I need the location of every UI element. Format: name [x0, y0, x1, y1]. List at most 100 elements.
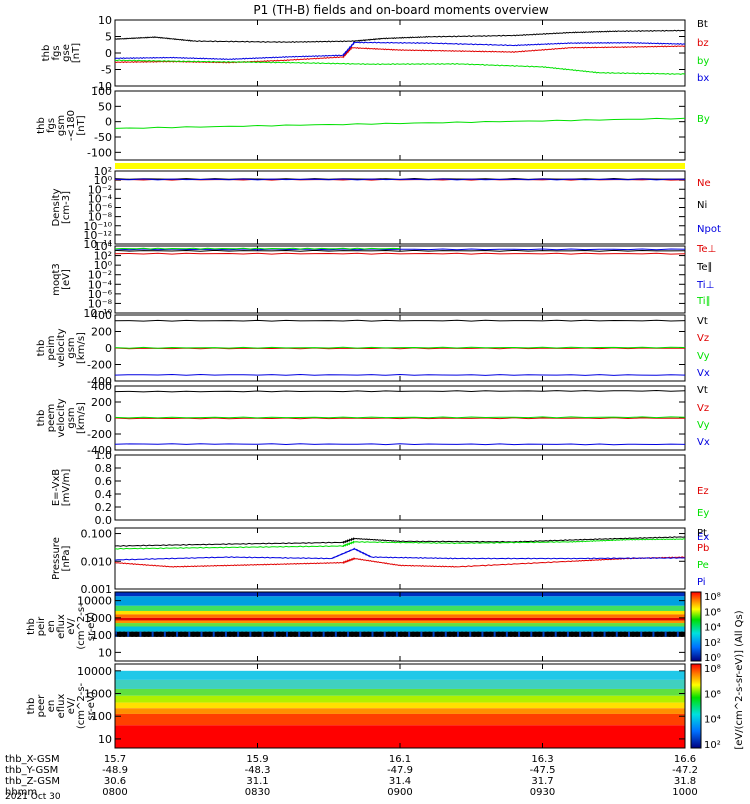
spectrogram-speckle: [587, 631, 590, 637]
y-tick-label: -100: [87, 146, 112, 159]
spectrogram-speckle: [281, 631, 284, 637]
legend-label: Ti∥: [696, 296, 711, 307]
panel-frame: [114, 170, 686, 245]
colorbar-tick-label: 10⁰: [704, 653, 721, 664]
y-tick-label: 10: [98, 646, 112, 659]
y-axis-label: peir: [36, 616, 47, 636]
spectrogram-speckle: [347, 631, 350, 637]
y-tick-label: 400: [91, 309, 112, 322]
spectrogram-speckle: [326, 631, 329, 637]
spectrogram-speckle: [623, 631, 626, 637]
y-axis-label: gsm: [66, 337, 77, 358]
x-tick-label: -48.3: [245, 765, 271, 776]
y-tick-label: 10⁰: [94, 259, 113, 272]
spectrogram-speckle: [420, 631, 423, 637]
spectrogram-speckle: [538, 631, 541, 637]
panel-peer: 10000 1000 100 10 thb peer en eflux eV/(cm^2-s-s…: [26, 663, 686, 749]
spectrogram-speckle: [383, 631, 386, 637]
y-axis-label: thb: [36, 410, 47, 427]
x-tick-label: 1000: [672, 787, 697, 798]
series-line-ve: [114, 443, 686, 446]
series-line-press: [114, 556, 686, 568]
y-tick-label: 10⁻¹⁰: [83, 220, 112, 233]
legend-label: Vz: [697, 403, 709, 414]
spectrogram-speckle: [208, 631, 211, 637]
series-line-fgs: [114, 45, 686, 64]
spectrogram-speckle: [562, 631, 565, 637]
y-tick-label: 0: [105, 47, 112, 60]
legend-label: Pi: [697, 577, 706, 588]
y-axis-label: [mV/m]: [61, 469, 72, 507]
y-tick-label: 0.100: [81, 528, 113, 541]
spectrogram-speckle: [306, 631, 309, 637]
spectrogram-speckle: [184, 631, 187, 637]
spectrogram-speckle: [554, 631, 557, 637]
spectrogram-speckle: [367, 631, 370, 637]
spectrogram-speckle: [461, 631, 464, 637]
spectrogram-speckle: [216, 631, 219, 637]
spectrogram-speckle: [196, 631, 199, 637]
x-tick-label: 31.8: [674, 776, 696, 787]
spectrogram-speckle: [127, 631, 130, 637]
spectrogram-speckle: [440, 631, 443, 637]
y-axis-label: peer: [36, 694, 47, 718]
spectrogram-speckle: [428, 631, 431, 637]
series-line-fgsb: [114, 117, 686, 129]
series-line-vi: [114, 373, 686, 376]
spectrogram-speckle: [155, 631, 158, 637]
spectrogram-speckle: [359, 631, 362, 637]
spectrogram-speckle: [253, 631, 256, 637]
y-tick-label: 10: [98, 14, 112, 27]
spectrogram-band: [115, 626, 685, 632]
status-bar: [115, 163, 685, 169]
x-tick-label: 15.9: [246, 754, 268, 765]
y-axis-label: sr-eV): [86, 691, 97, 720]
y-axis-label: gsm: [66, 407, 77, 428]
panel-peir: 10000 1000 100 10 thb peir en eflux eV/(cm^2-s-s…: [26, 591, 686, 662]
colorbar-tick-label: 10⁴: [704, 715, 721, 726]
spectrogram-speckle: [509, 631, 512, 637]
spectrogram-speckle: [237, 631, 240, 637]
series-line-fgs: [114, 29, 686, 43]
y-tick-label: 10000: [77, 595, 112, 608]
spectrogram-speckle: [408, 631, 411, 637]
legend-label: bx: [697, 73, 709, 84]
spectrogram-speckle: [391, 631, 394, 637]
spectrogram-band: [115, 596, 685, 606]
spectrogram-speckle: [151, 631, 154, 637]
spectrogram-speckle: [424, 631, 427, 637]
y-axis-label: peem: [46, 404, 57, 432]
y-axis-label: velocity: [56, 328, 67, 367]
y-tick-label: 10⁻²: [88, 183, 112, 196]
x-tick-label: 30.6: [104, 776, 126, 787]
y-tick-label: -10: [94, 80, 112, 93]
x-tick-label: 0800: [102, 787, 127, 798]
spectrogram-speckle: [644, 631, 647, 637]
y-axis-label: fgs: [46, 118, 57, 133]
series-line-vi: [114, 346, 686, 349]
legend-label: Ey: [697, 508, 709, 519]
y-tick-label: 0.001: [81, 583, 113, 596]
spectrogram-speckle: [159, 631, 162, 637]
legend-label: Bt: [697, 19, 708, 30]
spectrogram-speckle: [338, 631, 341, 637]
spectrogram-speckle: [534, 631, 537, 637]
colorbar-tick-label: 10⁶: [704, 607, 721, 618]
legend-label: Vy: [697, 420, 710, 431]
colorbar-1: 10⁸ 10⁶ 10⁴ 10²: [690, 663, 721, 751]
colorbar: [690, 591, 702, 662]
y-tick-label: 5: [105, 31, 112, 44]
legend-label: Ex: [697, 532, 709, 543]
panel-fgs: 10 5 0 -5 -10 thb fgs gse [nT] Bt bz by bx: [41, 14, 709, 93]
spectrogram-speckle: [334, 631, 337, 637]
y-axis-label: thb: [36, 117, 47, 134]
spectrogram-speckle: [269, 631, 272, 637]
y-tick-label: 200: [91, 396, 112, 409]
spectrogram-speckle: [575, 631, 578, 637]
spectrogram-speckle: [188, 631, 191, 637]
spectrogram-speckle: [448, 631, 451, 637]
y-axis-label: [km/s]: [76, 402, 87, 434]
spectrogram-speckle: [668, 631, 671, 637]
x-row-label: thb_Z-GSM: [5, 776, 60, 787]
y-tick-label: 400: [91, 380, 112, 393]
